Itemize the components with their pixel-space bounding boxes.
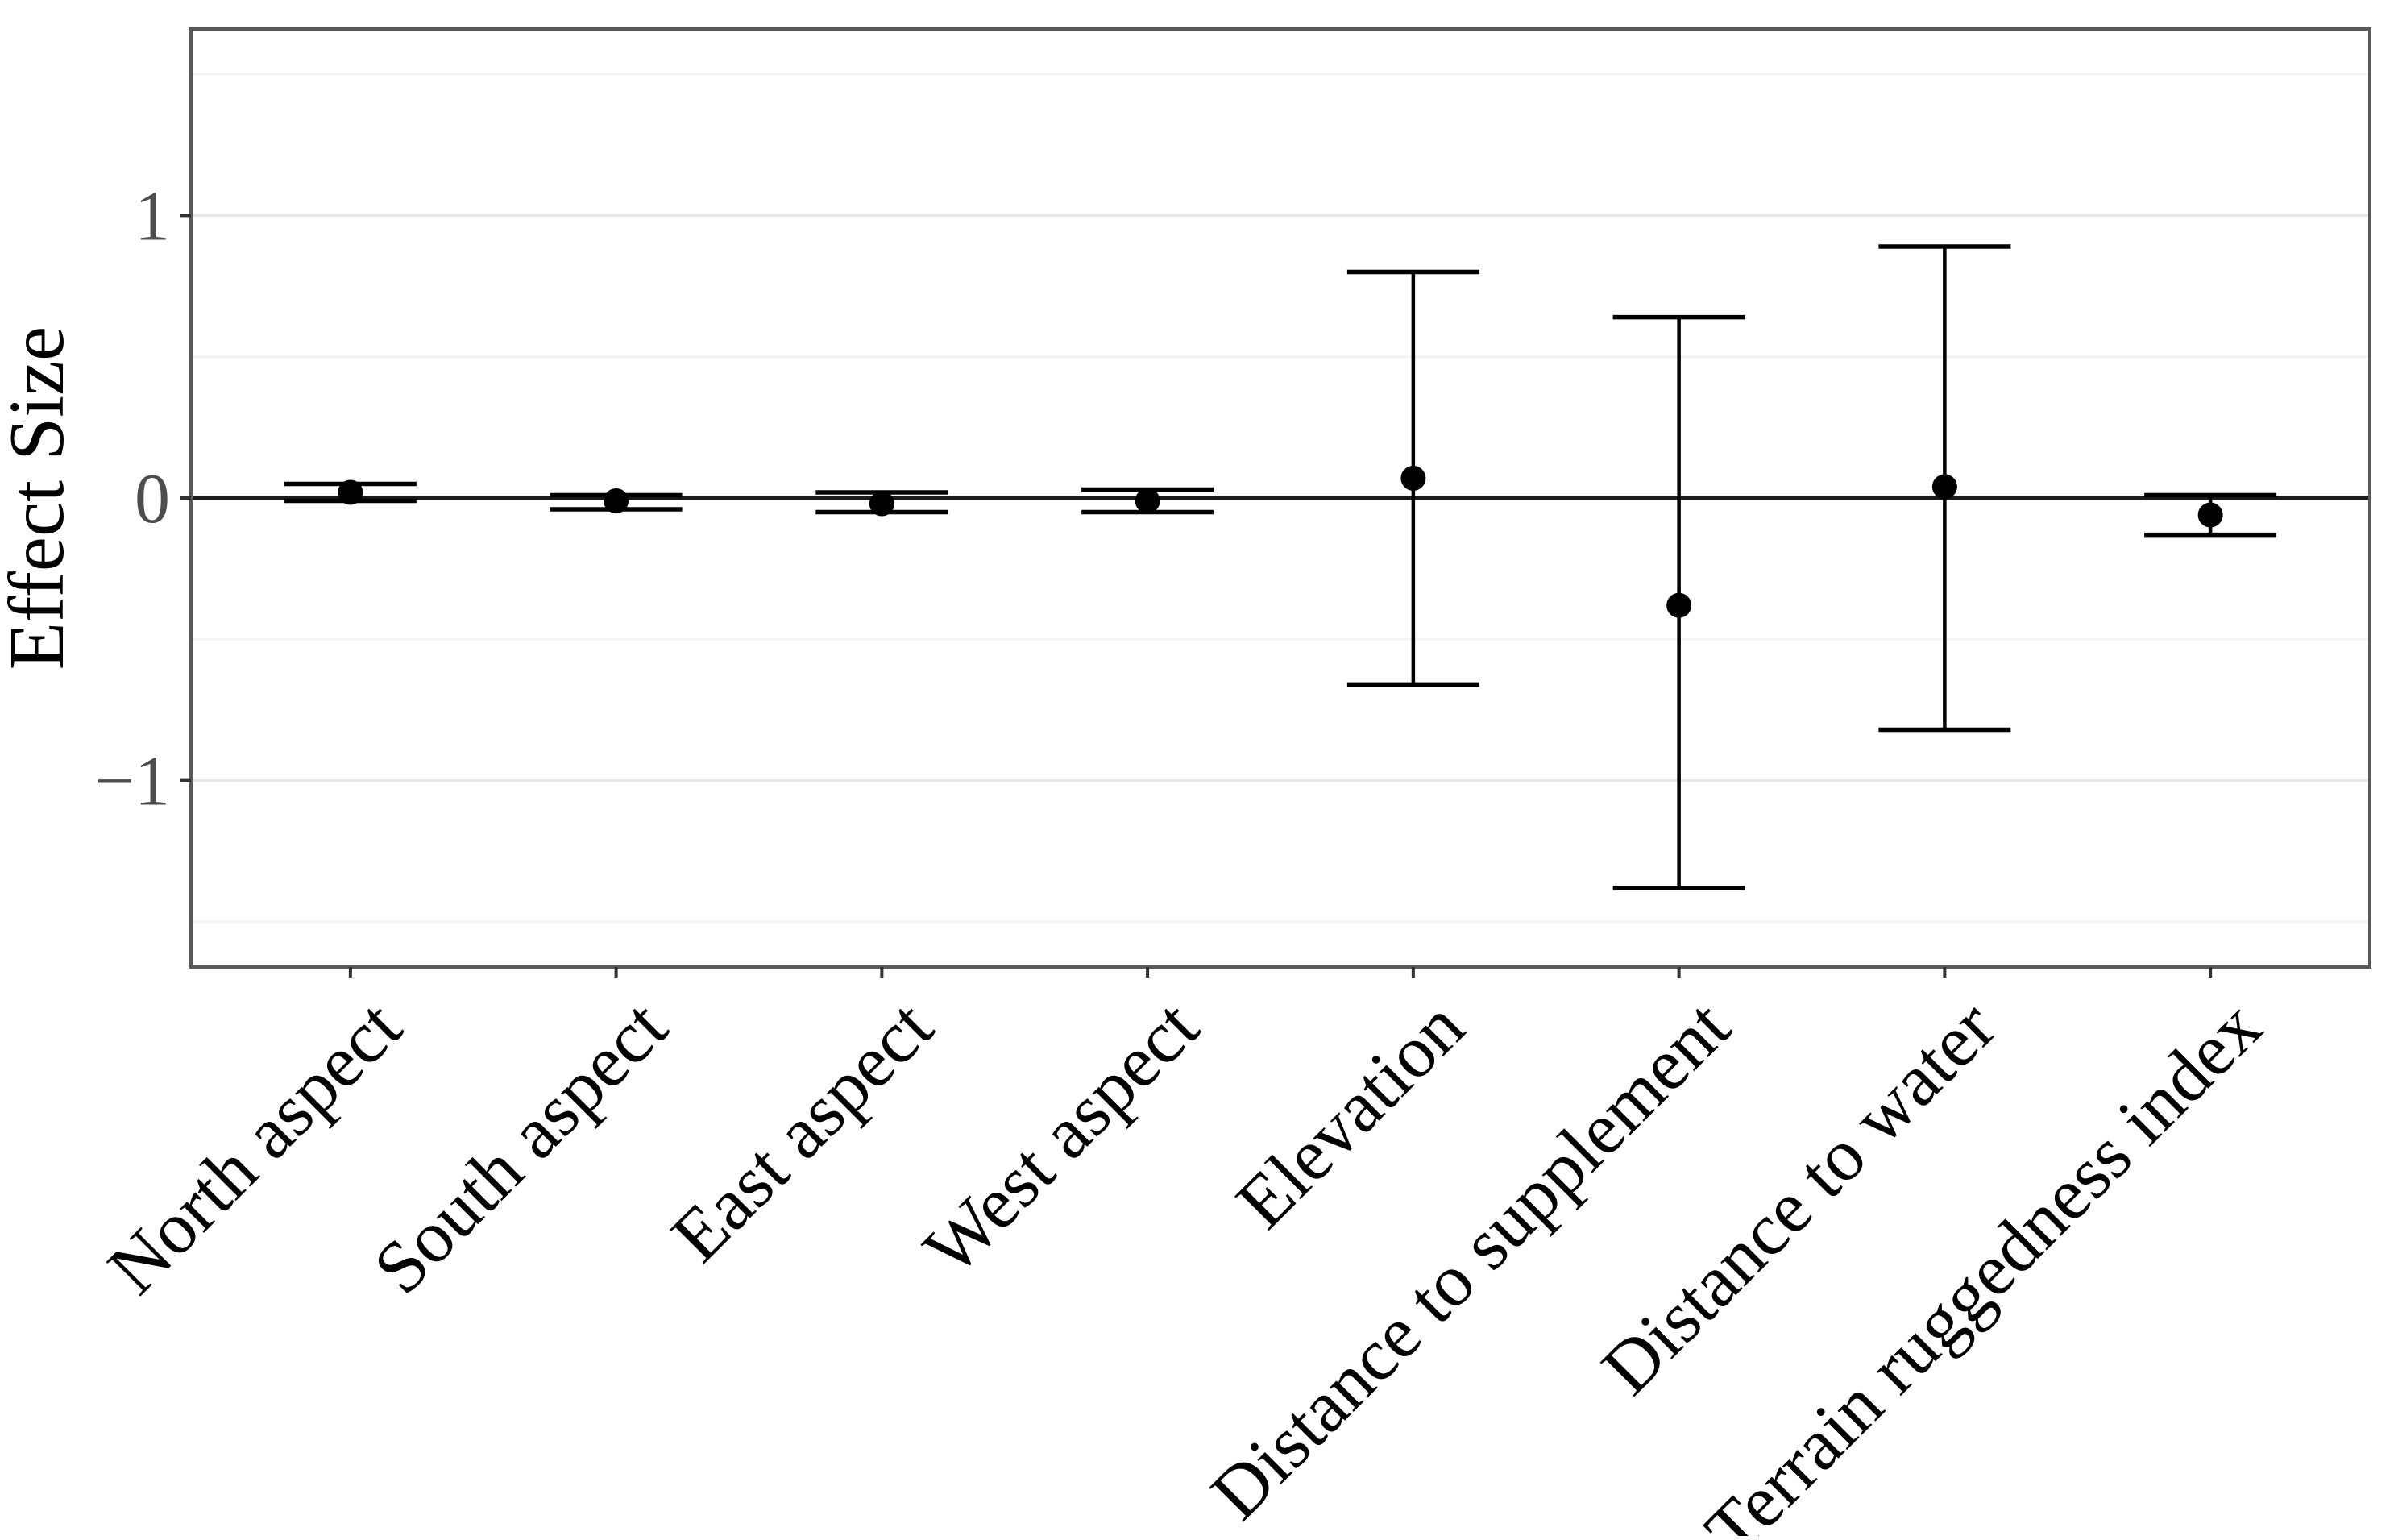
errorbar-group-distance-to-supplement bbox=[1612, 314, 1745, 890]
x-axis-label-east-aspect: East aspect bbox=[656, 985, 948, 1277]
point-estimate-distance-to-water bbox=[1931, 474, 1957, 500]
point-estimate-terrain-ruggedness-index bbox=[2197, 502, 2223, 528]
x-axis-label-west-aspect: West aspect bbox=[908, 985, 1214, 1291]
errorbar-group-east-aspect bbox=[815, 490, 948, 517]
x-axis-label-elevation: Elevation bbox=[1221, 985, 1479, 1243]
point-estimate-north-aspect bbox=[338, 479, 363, 505]
y-tick-label: 1 bbox=[135, 177, 170, 255]
data-layer bbox=[284, 244, 2277, 890]
y-tick-label: 0 bbox=[135, 460, 170, 538]
errorbar-group-north-aspect bbox=[284, 479, 417, 505]
point-estimate-elevation bbox=[1400, 465, 1426, 491]
y-tick-label: −1 bbox=[94, 743, 170, 821]
point-estimate-south-aspect bbox=[604, 488, 629, 514]
point-estimate-west-aspect bbox=[1135, 488, 1160, 514]
point-estimate-distance-to-supplement bbox=[1666, 592, 1692, 618]
errorbar-group-west-aspect bbox=[1081, 487, 1214, 515]
x-axis-label-distance-to-supplement: Distance to supplement bbox=[1195, 985, 1745, 1535]
errorbar-group-south-aspect bbox=[550, 488, 683, 514]
errorbar-group-elevation bbox=[1346, 269, 1479, 687]
errorbar-group-terrain-ruggedness-index bbox=[2144, 492, 2277, 538]
errorbar-group-distance-to-water bbox=[1878, 244, 2011, 733]
point-estimate-east-aspect bbox=[869, 491, 894, 517]
y-axis-title: Effect Size bbox=[0, 326, 80, 670]
